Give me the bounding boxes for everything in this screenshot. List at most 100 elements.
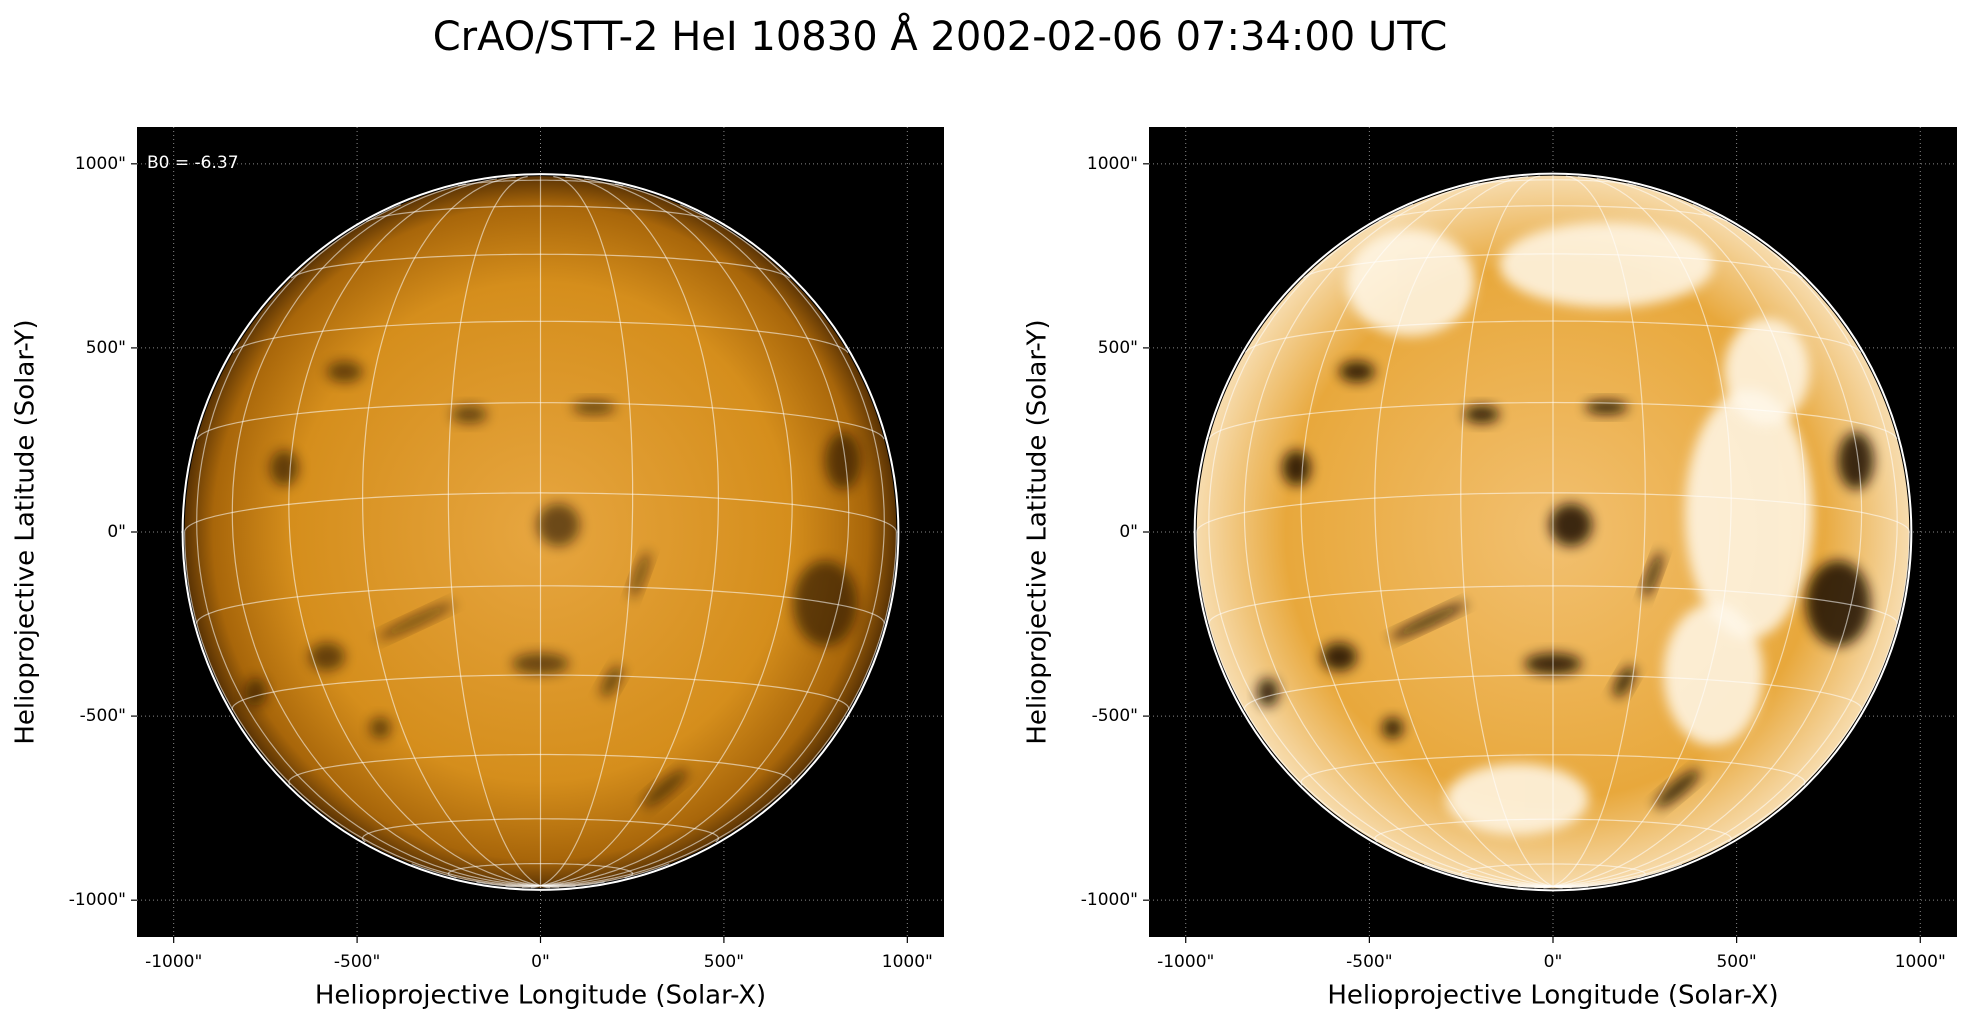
dark-feature	[377, 602, 455, 640]
heliographic-grid	[1300, 754, 1806, 786]
heliographic-grid	[1374, 818, 1732, 843]
x-tick-label: -500"	[1346, 952, 1392, 972]
heliographic-grid	[1460, 175, 1554, 887]
dark-feature	[1257, 678, 1279, 707]
heliographic-grid	[1374, 176, 1554, 887]
heliographic-grid	[231, 183, 541, 887]
x-tick-label: -500"	[334, 952, 380, 972]
annotation: B0 = -6.37	[147, 153, 239, 173]
heliographic-grid	[1378, 205, 1728, 222]
solar-limb	[1193, 172, 1913, 892]
y-tick-label: 500"	[1098, 338, 1138, 358]
dark-feature	[1463, 405, 1500, 424]
heliographic-grid	[196, 204, 541, 887]
heliographic-grid	[1243, 674, 1863, 711]
heliographic-grid	[540, 183, 850, 887]
figure-title: CrAO/STT-2 HeI 10830 Å 2002-02-06 07:34:…	[433, 12, 1448, 60]
dark-feature	[369, 717, 392, 739]
y-tick-label: -1000"	[69, 890, 126, 910]
heliographic-grid	[1552, 175, 1646, 887]
heliographic-grid	[1552, 885, 1563, 889]
bright-region	[1684, 389, 1814, 639]
heliographic-grid	[361, 818, 720, 843]
heliographic-grid	[540, 175, 634, 887]
heliographic-grid	[411, 863, 541, 887]
dark-feature	[270, 450, 299, 486]
heliographic-grid	[290, 253, 791, 279]
heliographic-grid	[1208, 401, 1898, 440]
heliographic-grid	[1208, 203, 1554, 887]
heliographic-grid	[1460, 863, 1646, 879]
dark-feature	[1613, 665, 1636, 698]
y-tick-label: 500"	[86, 338, 126, 358]
y-tick-label: -500"	[80, 706, 126, 726]
y-tick-label: 0"	[1119, 522, 1138, 542]
bright-region	[1663, 603, 1764, 746]
dark-feature	[245, 677, 267, 707]
y-tick-label: 1000"	[75, 154, 126, 174]
heliographic-grid	[184, 492, 897, 533]
heliographic-grid	[1552, 177, 1806, 887]
dark-feature	[1805, 560, 1871, 647]
dark-feature	[326, 361, 363, 383]
bright-region	[1499, 221, 1714, 308]
x-tick-label: -1000"	[145, 952, 202, 972]
dark-feature	[1282, 450, 1311, 486]
dark-feature	[309, 642, 345, 671]
x-tick-label: 1000"	[1895, 952, 1946, 972]
heliographic-grid	[457, 179, 624, 187]
heliographic-grid	[1552, 176, 1732, 887]
y-tick-label: -500"	[1092, 706, 1138, 726]
heliographic-grid	[1469, 179, 1637, 187]
dark-feature	[1642, 551, 1663, 599]
heliographic-grid	[1196, 492, 1910, 533]
heliographic-grid	[361, 176, 541, 887]
heliographic-grid	[196, 585, 885, 624]
heliographic-grid	[447, 175, 541, 887]
dark-feature	[642, 769, 688, 808]
disk-texture	[245, 361, 861, 808]
dark-feature	[1389, 602, 1468, 640]
x-tick-label: 0"	[1544, 952, 1563, 972]
y-tick-label: 0"	[107, 522, 126, 542]
heliographic-grid	[231, 674, 850, 711]
dark-feature	[825, 432, 861, 490]
heliographic-grid	[1300, 177, 1554, 887]
y-axis-label: Helioprojective Latitude (Solar-Y)	[11, 319, 41, 744]
heliographic-grid	[1208, 585, 1898, 624]
panel: -1000" -500" 0" 500" 1000" -1000" -500" 0" 500" 1…	[11, 127, 944, 1011]
heliographic-grid	[232, 320, 849, 354]
dark-feature	[1381, 717, 1404, 739]
x-tick-label: 500"	[1716, 952, 1756, 972]
x-tick-label: 1000"	[882, 952, 933, 972]
dark-feature	[451, 405, 488, 424]
heliographic-grid	[540, 178, 793, 887]
dark-feature	[1321, 642, 1358, 671]
heliographic-grid	[1552, 183, 1863, 887]
solar-limb	[181, 173, 900, 891]
heliographic-grid	[288, 753, 793, 786]
y-tick-label: -1000"	[1081, 890, 1138, 910]
heliographic-grid	[288, 178, 541, 887]
dark-feature	[1339, 360, 1375, 383]
heliographic-grid	[1552, 863, 1683, 887]
dark-feature	[1838, 432, 1874, 490]
dark-feature	[1655, 769, 1701, 808]
bright-region	[1346, 229, 1475, 337]
heliographic-grid	[1303, 253, 1803, 279]
heliographic-grid	[1243, 183, 1554, 887]
heliographic-grid	[196, 402, 885, 440]
x-tick-label: -1000"	[1157, 952, 1214, 972]
heliographic-grid	[366, 205, 715, 223]
x-tick-label: 500"	[704, 952, 744, 972]
heliographic-grid	[1244, 320, 1862, 353]
dark-feature	[600, 665, 623, 698]
heliographic-grid	[540, 176, 720, 887]
dark-feature	[536, 503, 580, 547]
heliographic-grid	[540, 885, 551, 889]
heliographic-grid	[1552, 203, 1898, 887]
dark-feature	[630, 551, 651, 599]
dark-feature	[793, 560, 858, 646]
